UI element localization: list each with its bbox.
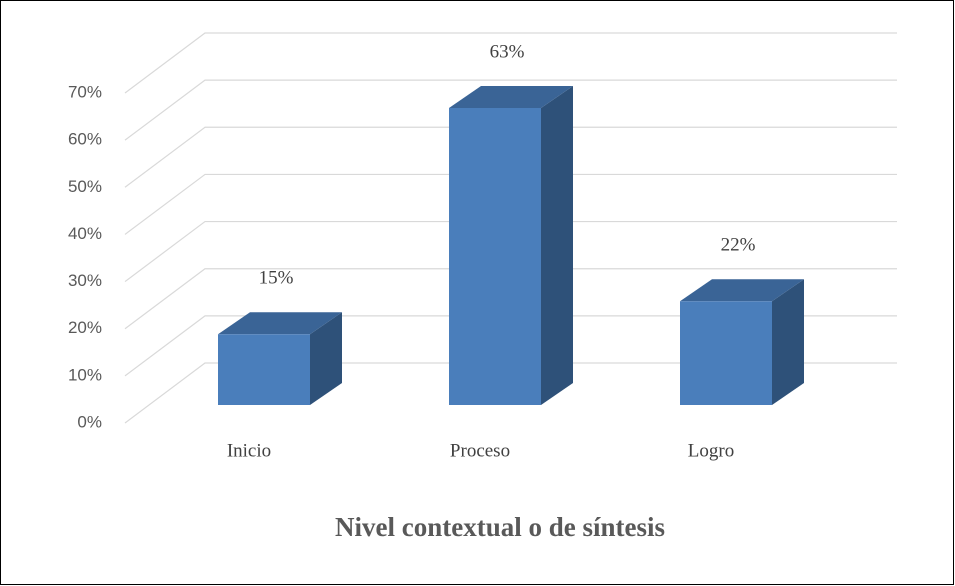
chart-title: Nivel contextual o de síntesis — [335, 512, 665, 542]
grid-line — [124, 79, 897, 141]
grid-line — [124, 362, 897, 424]
bar-side — [310, 312, 342, 405]
bar-side — [541, 86, 573, 405]
bar-top — [680, 279, 804, 302]
y-tick-label: 0% — [77, 412, 102, 431]
grid-line — [124, 32, 897, 94]
y-tick-label: 70% — [68, 82, 102, 101]
x-tick-label: Inicio — [227, 440, 271, 461]
y-tick-label: 60% — [68, 130, 102, 149]
grid-line — [124, 220, 897, 283]
y-tick-label: 20% — [68, 318, 102, 337]
bar-top — [449, 86, 573, 108]
grid-line — [124, 268, 897, 330]
bar — [218, 334, 310, 405]
x-tick-label: Logro — [688, 440, 734, 461]
y-tick-label: 50% — [68, 177, 102, 196]
bar — [680, 301, 772, 405]
value-label: 15% — [259, 268, 294, 289]
grid-line — [124, 315, 897, 377]
y-tick-label: 30% — [68, 271, 102, 290]
grid-line — [124, 173, 897, 235]
bar-side — [772, 279, 804, 405]
bar-top — [218, 312, 342, 335]
y-tick-label: 40% — [68, 224, 102, 243]
y-tick-label: 10% — [68, 365, 102, 384]
x-tick-label: Proceso — [450, 440, 510, 461]
grid-line — [124, 126, 897, 188]
value-label: 22% — [721, 235, 756, 256]
value-label: 63% — [490, 41, 525, 62]
bar — [449, 108, 541, 405]
